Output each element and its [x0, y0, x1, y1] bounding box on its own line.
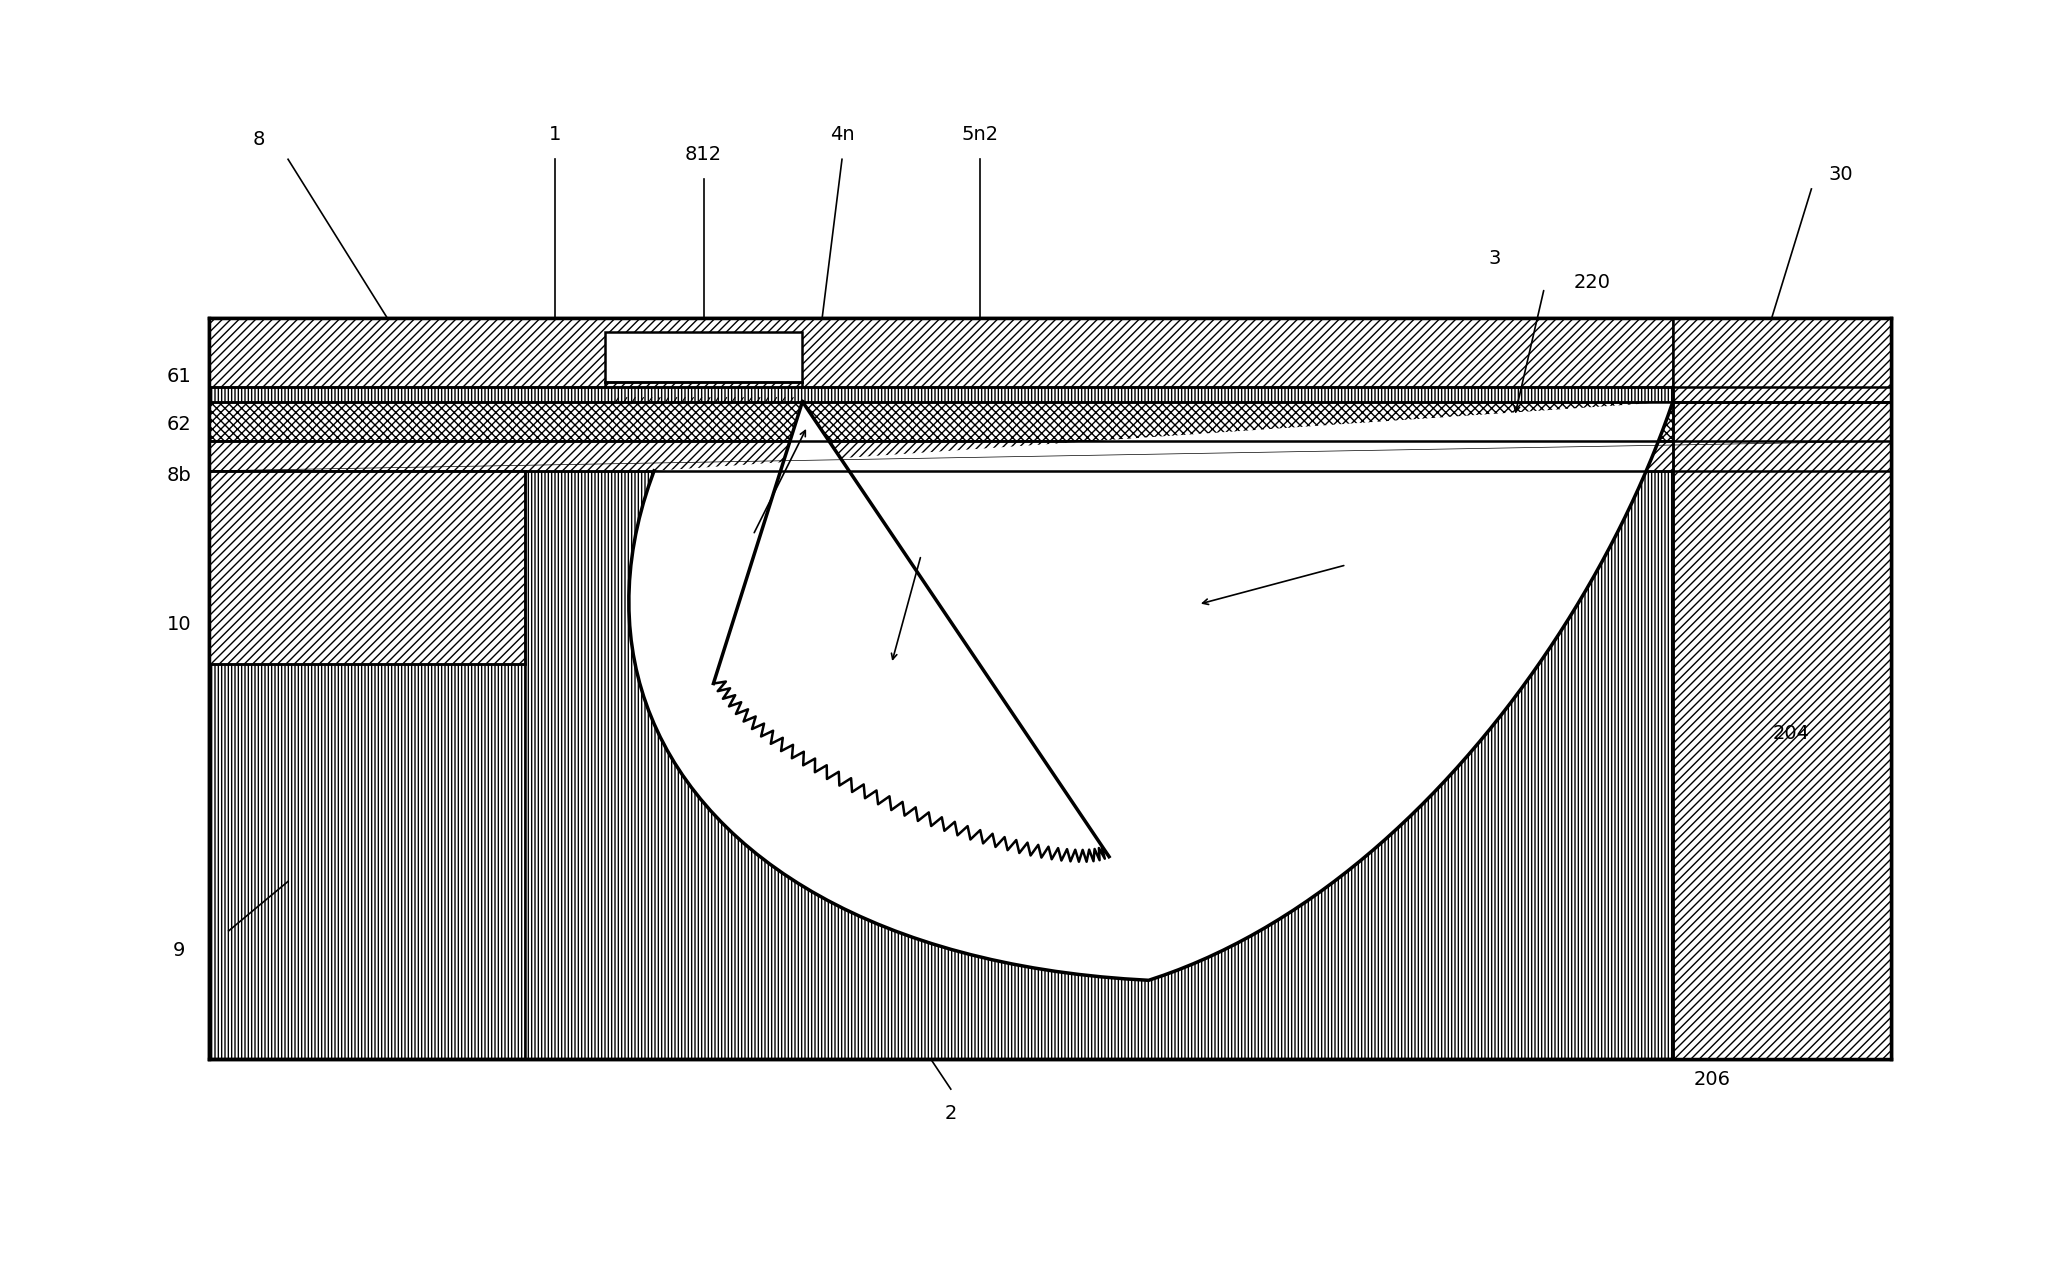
Text: 8b: 8b [166, 466, 193, 485]
Text: 202: 202 [1328, 723, 1365, 742]
Text: 1n: 1n [662, 487, 686, 505]
Text: 9: 9 [172, 941, 184, 960]
Text: 62: 62 [166, 415, 193, 434]
Text: 61: 61 [166, 367, 193, 386]
Text: 5n2: 5n2 [961, 125, 1000, 144]
Text: 216: 216 [635, 546, 672, 565]
Bar [604, 333, 803, 381]
Polygon shape [629, 402, 1672, 980]
Text: 10: 10 [166, 615, 191, 634]
Text: 1: 1 [549, 125, 561, 144]
Text: 8: 8 [252, 130, 264, 149]
Text: 204: 204 [1772, 723, 1809, 742]
Text: 30: 30 [1830, 164, 1854, 184]
Bar [209, 317, 1891, 1059]
Text: 4n: 4n [830, 125, 854, 144]
Bar [209, 471, 525, 664]
Bar [1672, 402, 1891, 1059]
Bar [209, 317, 1672, 386]
Bar [209, 442, 1891, 471]
Text: 1002: 1002 [1391, 546, 1440, 565]
Text: 2: 2 [945, 1104, 957, 1124]
Bar [209, 402, 1891, 442]
Text: 3: 3 [1490, 249, 1502, 267]
Bar [1672, 317, 1891, 402]
Text: 812: 812 [684, 145, 721, 164]
Text: 206: 206 [1695, 1070, 1731, 1089]
Polygon shape [713, 402, 971, 802]
Text: 220: 220 [1574, 273, 1611, 293]
Polygon shape [713, 402, 1109, 862]
